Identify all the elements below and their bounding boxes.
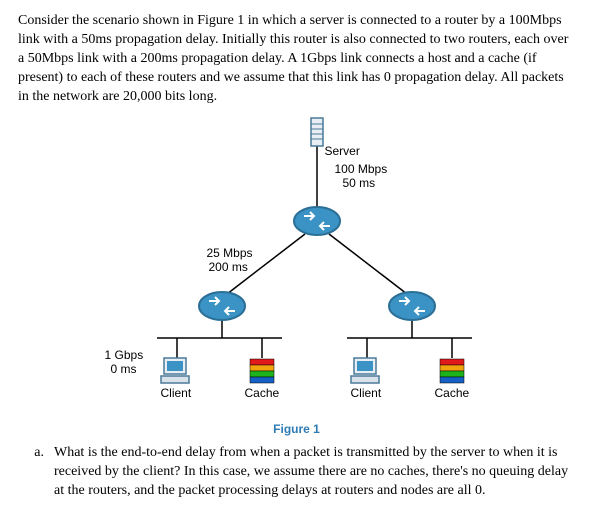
- question-marker: a.: [18, 444, 54, 501]
- client-left-icon: [161, 358, 189, 383]
- server-label: Server: [325, 144, 360, 158]
- client-left-label: Client: [161, 386, 192, 400]
- cache-left-label: Cache: [245, 386, 280, 400]
- link-top-rate: 100 Mbps: [335, 162, 388, 176]
- router-right-icon: [389, 292, 435, 320]
- cache-right-label: Cache: [435, 386, 470, 400]
- client-right-label: Client: [351, 386, 382, 400]
- question-a: a. What is the end-to-end delay from whe…: [18, 444, 575, 501]
- question-text: What is the end-to-end delay from when a…: [54, 444, 575, 501]
- network-diagram: Server 100 Mbps 50 ms 25 Mbps 200 ms 1 G…: [67, 116, 527, 416]
- link-mid-rate: 25 Mbps: [207, 246, 253, 260]
- cache-right-icon: [440, 359, 464, 383]
- link-top-delay: 50 ms: [343, 176, 376, 190]
- link-bot-delay: 0 ms: [111, 362, 137, 376]
- figure-caption: Figure 1: [18, 422, 575, 436]
- server-icon: [311, 118, 323, 146]
- cache-left-icon: [250, 359, 274, 383]
- link-bot-rate: 1 Gbps: [105, 348, 144, 362]
- router-top-icon: [294, 207, 340, 235]
- client-right-icon: [351, 358, 379, 383]
- scenario-text: Consider the scenario shown in Figure 1 …: [18, 12, 575, 106]
- link-mid-delay: 200 ms: [209, 260, 248, 274]
- router-left-icon: [199, 292, 245, 320]
